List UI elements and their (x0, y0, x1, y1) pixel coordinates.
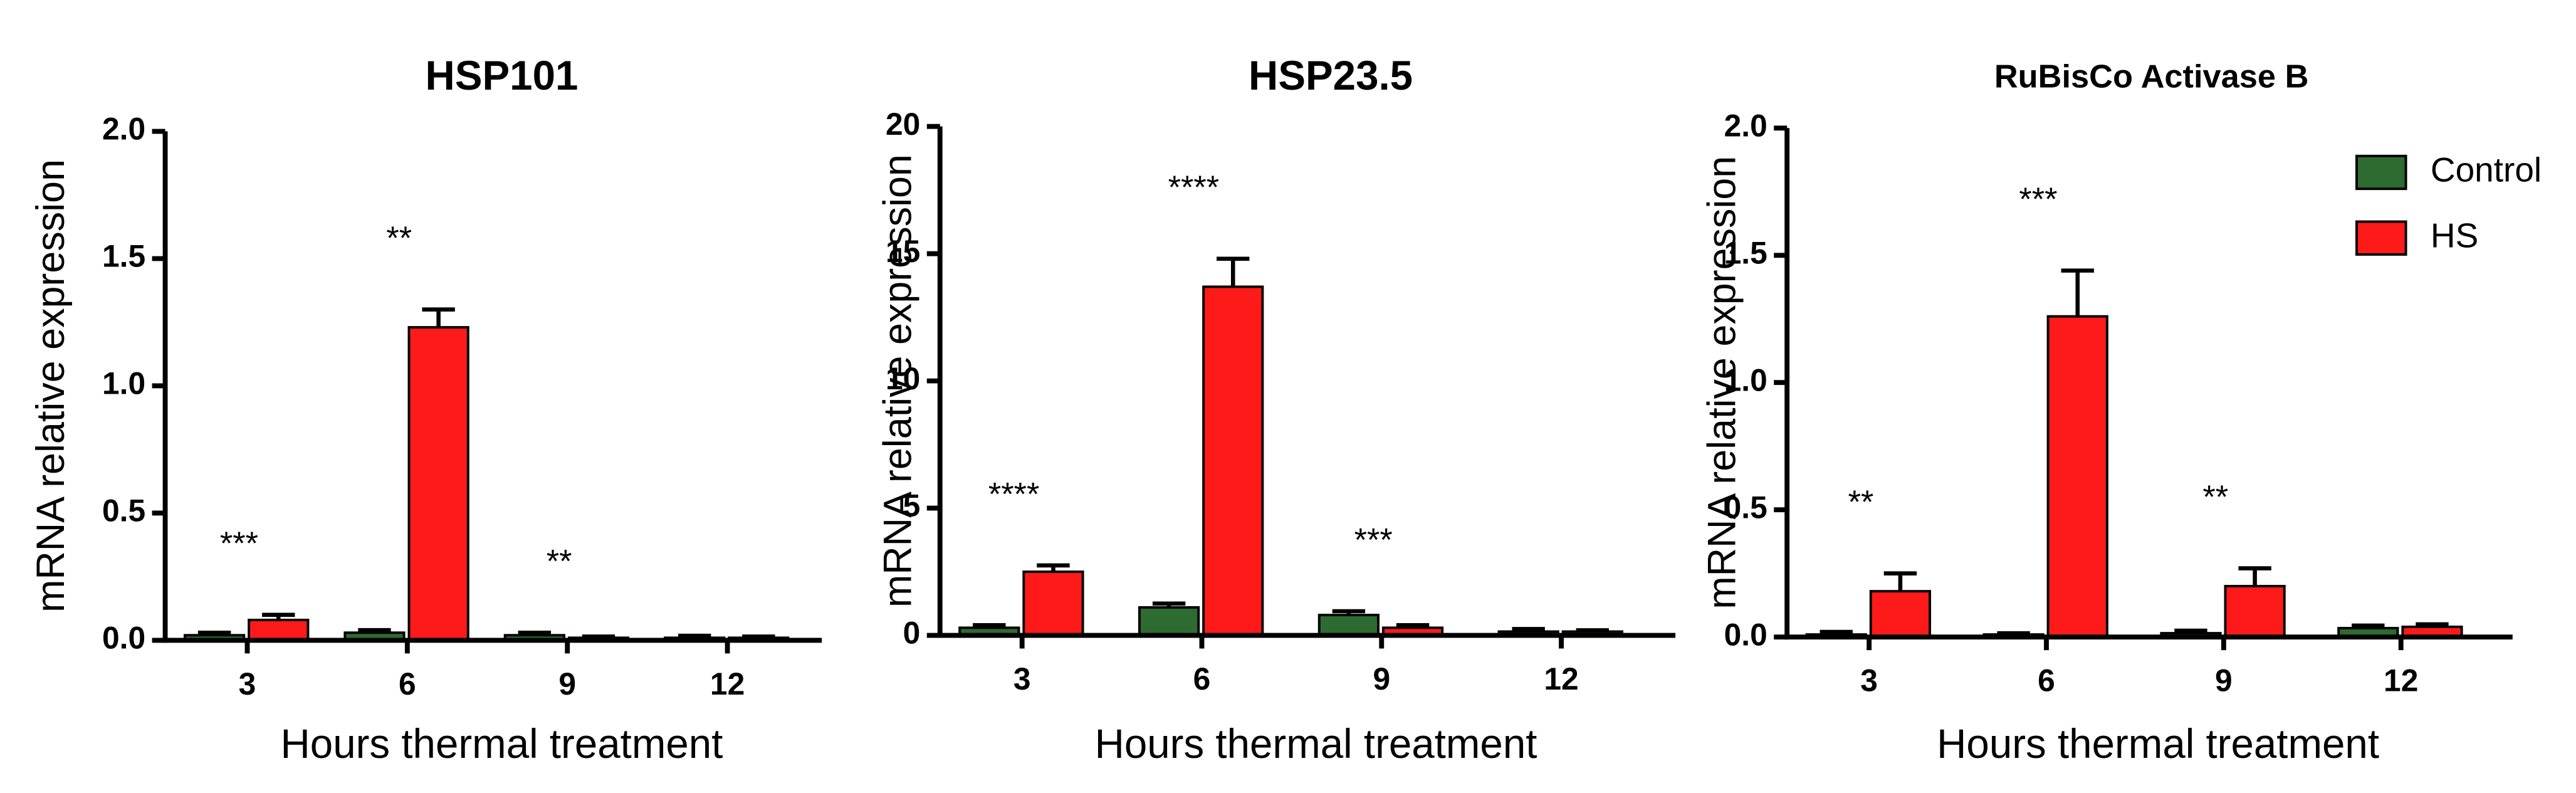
error-bar (518, 630, 552, 636)
y-tick-label: 0.0 (102, 621, 145, 656)
significance-label: **** (988, 476, 1040, 513)
significance-label: *** (1354, 522, 1393, 559)
y-tick-label: 0.5 (1724, 490, 1767, 525)
y-tick-label: 0.5 (102, 493, 145, 528)
y-tick-label: 15 (886, 234, 920, 269)
error-bar (1152, 601, 1186, 607)
error-bar (422, 307, 455, 328)
error-bar (1217, 256, 1250, 287)
x-tick-label: 12 (1544, 661, 1578, 696)
x-axis-label: Hours thermal treatment (1937, 721, 2379, 767)
x-tick-label: 9 (2215, 663, 2233, 698)
bar (2046, 315, 2108, 639)
y-axis-label: mRNA relative expression (1700, 156, 1744, 609)
legend-label: Control (2431, 150, 2542, 189)
error-bar (582, 634, 615, 639)
error-bar (1512, 627, 1545, 632)
error-bar (358, 628, 391, 633)
legend-label: HS (2431, 216, 2478, 255)
y-tick-label: 10 (886, 361, 920, 396)
y-axis-label: mRNA relative expression (29, 159, 73, 612)
chart-title: HSP23.5 (1249, 53, 1413, 98)
error-bar (2238, 566, 2271, 586)
error-bar (1997, 631, 2030, 636)
error-bar (197, 630, 231, 636)
significance-label: **** (1168, 170, 1220, 206)
x-tick-label: 12 (710, 666, 745, 701)
y-tick-label: 2.0 (1724, 108, 1767, 143)
error-bar (2174, 628, 2207, 634)
significance-label: ** (547, 544, 572, 580)
y-tick-label: 20 (886, 107, 920, 142)
error-bar (1576, 628, 1610, 633)
y-tick-label: 1.5 (1724, 235, 1767, 270)
y-tick-label: 0 (903, 616, 921, 651)
x-axis-label: Hours thermal treatment (281, 721, 723, 767)
significance-label: *** (2019, 181, 2057, 218)
chart-title: RuBisCo Activase B (1994, 59, 2309, 95)
bar (1022, 570, 1084, 637)
x-tick-label: 6 (2038, 663, 2055, 698)
x-tick-label: 12 (2384, 663, 2418, 698)
error-bar (2061, 268, 2094, 317)
y-tick-label: 2.0 (102, 112, 145, 147)
bar (2224, 585, 2286, 639)
bar (1202, 285, 1264, 637)
error-bar (2352, 623, 2385, 628)
x-tick-label: 3 (1013, 661, 1031, 696)
significance-label: ** (1848, 485, 1874, 521)
error-bar (1819, 629, 1853, 635)
significance-label: ** (2202, 479, 2228, 515)
error-bar (262, 612, 295, 620)
x-tick-label: 3 (239, 666, 256, 701)
error-bar (678, 633, 711, 638)
error-bar (2416, 622, 2449, 627)
legend-swatch (2355, 154, 2407, 191)
x-tick-label: 6 (399, 666, 416, 701)
y-tick-label: 1.0 (102, 366, 145, 401)
error-bar (1332, 609, 1366, 616)
error-bar (742, 634, 775, 639)
error-bar (1396, 623, 1430, 628)
significance-label: ** (386, 221, 412, 257)
bar (1869, 590, 1932, 639)
bar (1317, 614, 1380, 637)
legend-swatch (2355, 220, 2407, 256)
chart-title: HSP101 (426, 53, 579, 98)
significance-label: *** (220, 526, 258, 562)
bar (407, 326, 469, 642)
error-bar (1037, 563, 1070, 572)
y-axis-label: mRNA relative expression (876, 154, 920, 607)
y-tick-label: 1.5 (102, 239, 145, 274)
x-tick-label: 6 (1193, 661, 1211, 696)
error-bar (1883, 571, 1917, 592)
x-tick-label: 9 (558, 666, 576, 701)
y-tick-label: 0.0 (1724, 617, 1767, 652)
bar (248, 618, 310, 642)
y-tick-label: 1.0 (1724, 362, 1767, 397)
bar (1138, 606, 1200, 637)
x-tick-label: 9 (1373, 661, 1390, 696)
x-axis-label: Hours thermal treatment (1095, 721, 1537, 767)
error-bar (973, 623, 1006, 628)
y-tick-label: 5 (903, 488, 921, 523)
x-tick-label: 3 (1860, 663, 1878, 698)
